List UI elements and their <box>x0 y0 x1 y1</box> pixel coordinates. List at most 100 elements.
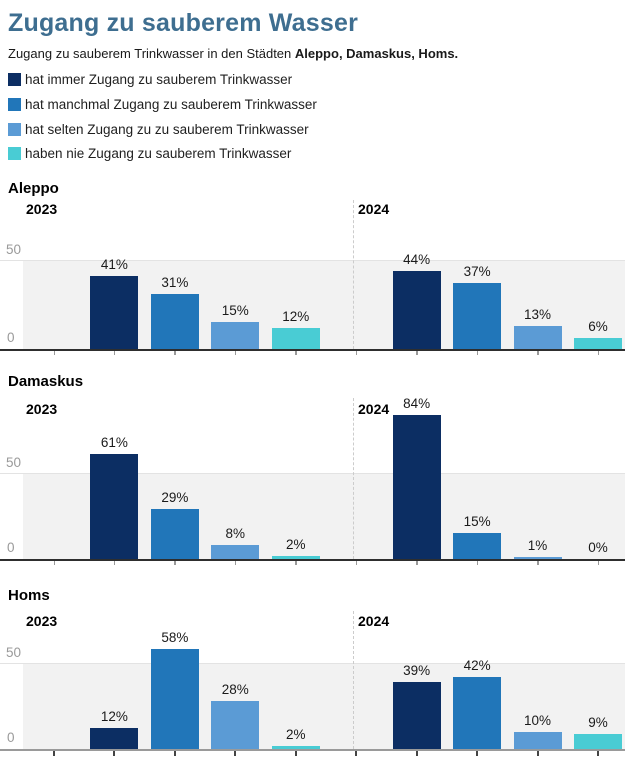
y-tick-label-50: 50 <box>6 645 22 660</box>
bar-damaskus-2023-cat2 <box>211 545 260 559</box>
bar-aleppo-2024-cat3 <box>574 338 622 349</box>
bar-value-label: 58% <box>161 630 189 646</box>
x-axis-line <box>0 749 625 751</box>
legend-label: haben nie Zugang zu sauberem Trinkwasser <box>25 146 292 161</box>
year-separator-dashed-line <box>353 398 354 559</box>
x-axis-tick <box>53 751 55 756</box>
bar-value-label: 28% <box>221 681 249 697</box>
bar-aleppo-2023-cat2 <box>211 322 260 349</box>
x-axis-tick <box>295 350 297 355</box>
y-tick-label-0: 0 <box>7 330 15 345</box>
year-label-2023: 2023 <box>26 613 58 629</box>
gridline-50 <box>0 663 625 664</box>
chart-section-title-homs: Homs <box>8 587 50 604</box>
bar-value-label: 6% <box>588 319 608 335</box>
legend-swatch-nie <box>8 147 21 160</box>
chart-subtitle: Zugang zu sauberem Trinkwasser in den St… <box>8 46 458 61</box>
bar-homs-2024-cat2 <box>513 731 562 749</box>
year-label-2024: 2024 <box>358 401 390 417</box>
bar-value-label: 13% <box>523 306 552 322</box>
x-axis-tick <box>415 751 418 756</box>
x-axis-tick <box>597 751 599 756</box>
legend-label: hat immer Zugang zu sauberem Trinkwasser <box>25 72 293 87</box>
x-axis-tick <box>53 560 55 565</box>
legend-swatch-selten <box>8 123 21 136</box>
bar-value-label: 9% <box>588 714 608 730</box>
bar-homs-2023-cat3 <box>271 745 320 749</box>
bar-value-label: 39% <box>403 662 431 678</box>
bar-homs-2023-cat2 <box>211 700 260 749</box>
x-axis-line <box>0 349 625 351</box>
x-axis-tick <box>294 751 297 756</box>
chart-section-title-aleppo: Aleppo <box>8 180 59 197</box>
subtitle-cities: Aleppo, Damaskus, Homs. <box>294 46 459 61</box>
y-tick-label-50: 50 <box>6 242 22 257</box>
x-axis-tick <box>295 560 297 565</box>
x-axis-tick <box>416 350 418 355</box>
subtitle-text: Zugang zu sauberem Trinkwasser in den St… <box>8 46 295 61</box>
x-axis-tick <box>113 751 116 756</box>
x-axis-tick <box>355 560 358 565</box>
x-axis-tick <box>476 350 479 355</box>
page-title: Zugang zu sauberem Wasser <box>8 9 358 37</box>
bar-aleppo-2024-cat1 <box>453 283 502 349</box>
legend-swatch-immer <box>8 73 21 86</box>
bar-homs-2023-cat0 <box>90 728 139 749</box>
bar-value-label: 29% <box>161 490 189 506</box>
year-label-2024: 2024 <box>358 613 390 629</box>
bar-value-label: 41% <box>100 257 128 272</box>
legend-label: hat manchmal Zugang zu sauberem Trinkwas… <box>25 97 317 112</box>
bar-aleppo-2024-cat0 <box>392 270 441 349</box>
bar-homs-2023-cat1 <box>150 649 199 749</box>
x-axis-tick <box>234 560 237 565</box>
x-axis-tick <box>597 350 599 355</box>
bar-value-label: 10% <box>523 712 552 728</box>
x-axis-tick <box>416 560 418 565</box>
bar-aleppo-2024-cat2 <box>513 325 562 349</box>
bar-value-label: 37% <box>463 264 491 280</box>
x-axis-tick <box>174 560 176 565</box>
gridline-50 <box>0 260 625 261</box>
bar-damaskus-2023-cat0 <box>90 454 139 559</box>
bar-damaskus-2024-cat0 <box>392 414 441 559</box>
x-axis-tick <box>536 751 539 756</box>
bar-value-label: 44% <box>403 251 431 267</box>
y-tick-label-50: 50 <box>6 455 22 470</box>
bar-value-label: 12% <box>282 308 310 324</box>
bar-damaskus-2024-cat2 <box>513 557 562 559</box>
x-axis-tick <box>234 751 237 756</box>
bar-value-label: 8% <box>225 526 246 542</box>
bar-damaskus-2023-cat3 <box>271 555 320 559</box>
x-axis-tick <box>174 350 176 355</box>
year-label-2023: 2023 <box>26 201 58 217</box>
x-axis-tick <box>234 350 237 355</box>
legend-swatch-manchmal <box>8 98 21 111</box>
bar-value-label: 61% <box>100 435 128 451</box>
bar-homs-2024-cat0 <box>392 681 441 749</box>
y-tick-label-0: 0 <box>7 730 15 745</box>
bar-aleppo-2023-cat0 <box>90 276 139 349</box>
year-separator-dashed-line <box>353 611 354 749</box>
year-label-2023: 2023 <box>26 401 58 417</box>
x-axis-tick <box>113 350 116 355</box>
bar-aleppo-2023-cat3 <box>271 327 320 349</box>
bar-value-label: 84% <box>403 395 431 411</box>
bar-value-label: 12% <box>100 709 128 725</box>
bar-value-label: 2% <box>286 726 306 742</box>
gridline-50 <box>0 473 625 474</box>
x-axis-tick <box>537 350 539 355</box>
x-axis-tick <box>355 350 358 355</box>
legend-label: hat selten Zugang zu zu sauberem Trinkwa… <box>25 122 309 137</box>
bar-value-label: 1% <box>527 538 548 554</box>
bar-homs-2024-cat1 <box>453 676 502 749</box>
bar-value-label: 2% <box>286 536 306 552</box>
chart-section-title-damaskus: Damaskus <box>8 373 84 390</box>
x-axis-tick <box>476 751 479 756</box>
x-axis-line <box>0 559 625 561</box>
y-tick-label-0: 0 <box>7 540 15 555</box>
year-label-2024: 2024 <box>358 201 390 217</box>
x-axis-tick <box>597 560 599 565</box>
x-axis-tick <box>173 751 176 756</box>
bar-damaskus-2024-cat1 <box>453 533 502 559</box>
